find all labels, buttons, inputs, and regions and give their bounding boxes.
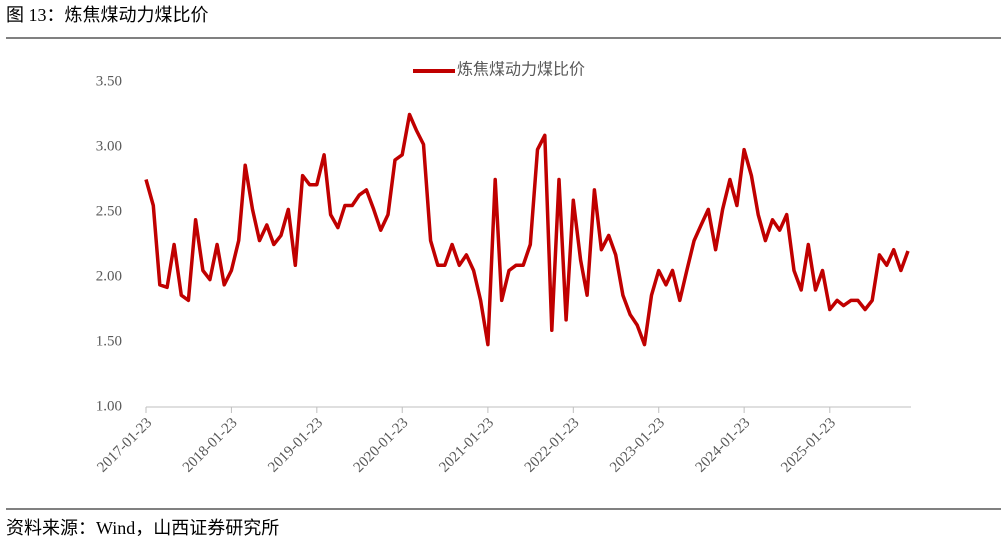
x-tick-label: 2024-01-23 bbox=[693, 415, 754, 476]
y-tick-label: 2.50 bbox=[96, 203, 122, 219]
x-tick-label: 2019-01-23 bbox=[265, 415, 326, 476]
data-line bbox=[144, 112, 910, 347]
chart-title: 图 13：炼焦煤动力煤比价 bbox=[6, 5, 209, 25]
y-tick-label: 3.00 bbox=[96, 138, 122, 154]
x-tick-label: 2017-01-23 bbox=[94, 415, 155, 476]
x-tick-label: 2020-01-23 bbox=[351, 415, 412, 476]
y-tick-label: 1.00 bbox=[96, 398, 122, 414]
y-tick-label: 1.50 bbox=[96, 333, 122, 349]
source: 资料来源：Wind，山西证券研究所 bbox=[6, 518, 279, 538]
y-tick-label: 2.00 bbox=[96, 268, 122, 284]
x-tick-label: 2018-01-23 bbox=[180, 415, 241, 476]
x-tick-label: 2022-01-23 bbox=[522, 415, 583, 476]
y-tick-label: 3.50 bbox=[96, 73, 122, 89]
legend-label: 炼焦煤动力煤比价 bbox=[457, 61, 585, 79]
x-tick-label: 2025-01-23 bbox=[778, 415, 839, 476]
x-tick-label: 2021-01-23 bbox=[436, 415, 497, 476]
x-tick-label: 2023-01-23 bbox=[607, 415, 668, 476]
